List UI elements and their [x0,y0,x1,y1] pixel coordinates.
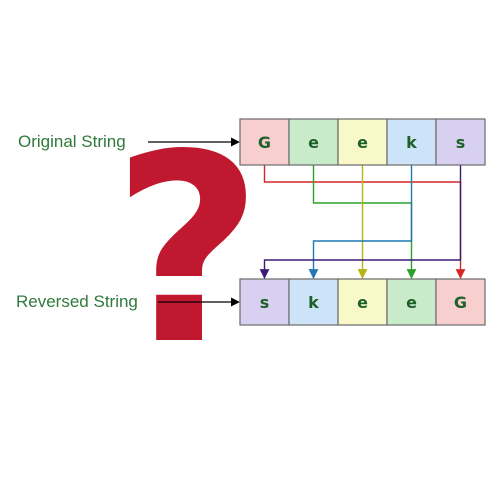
reversed-char-4: G [454,293,467,312]
original-char-1: e [308,133,319,152]
original-char-3: k [406,133,417,152]
original-char-0: G [258,133,271,152]
reversed-char-1: k [308,293,319,312]
connector-arrows [265,165,461,278]
original-char-2: e [357,133,368,152]
reversed-char-0: s [260,293,270,312]
reversed-char-2: e [357,293,368,312]
reversed-char-3: e [406,293,417,312]
original-char-4: s [456,133,466,152]
reversed-string-label: Reversed String [16,292,138,311]
original-string-label: Original String [18,132,126,151]
